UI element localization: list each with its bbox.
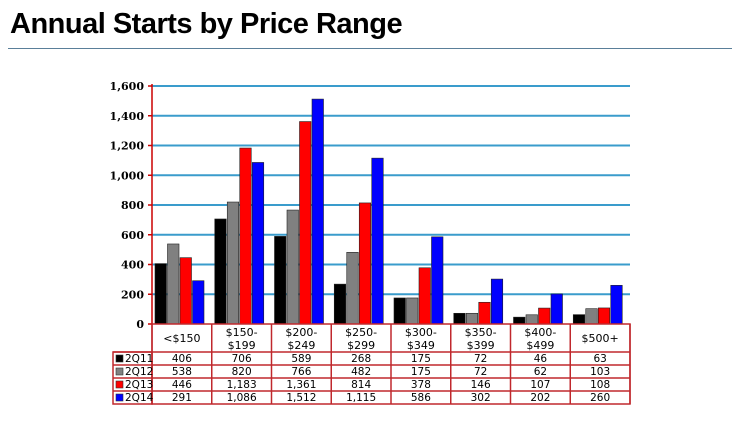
category-label: $399 [467,339,495,352]
bar-2q11-5 [453,312,466,325]
y-tick-label: 200 [121,288,144,301]
data-label: 103 [590,366,610,378]
bar-2q11-7 [572,314,586,325]
bar-2q12-7 [585,308,598,325]
bar-2q13-0 [179,257,192,325]
data-label: 63 [593,353,606,365]
bar-2q13-6 [538,307,551,325]
data-label: 1,086 [227,392,257,404]
data-label: 446 [172,379,192,391]
bar-2q11-2 [274,236,287,325]
data-label: 589 [291,353,311,365]
bar-2q12-2 [286,209,299,325]
y-tick-label: 1,200 [110,140,145,153]
data-label: 146 [471,379,491,391]
bar-2q13-1 [239,147,252,325]
category-label: <$150 [163,332,200,345]
bar-2q12-1 [226,201,240,325]
y-tick-label: 400 [121,259,144,272]
data-label: 406 [172,353,192,365]
bar-2q12-0 [167,243,180,325]
legend-swatch-2q13 [115,380,124,389]
legend-swatch-2q11 [115,354,124,363]
y-tick-label: 600 [121,229,144,242]
bar-2q14-7 [610,285,623,325]
data-label: 1,183 [227,379,257,391]
data-label: 482 [351,366,371,378]
bar-2q11-4 [393,297,406,325]
data-label: 72 [474,353,487,365]
bar-2q14-3 [371,157,384,325]
data-label: 814 [351,379,371,391]
bar-2q13-7 [597,307,611,325]
data-label: 586 [411,392,431,404]
bar-2q14-2 [311,98,324,325]
data-label: 62 [534,366,547,378]
bar-2q14-5 [490,278,504,325]
bar-2q14-6 [550,293,563,325]
bar-2q13-4 [418,267,431,325]
category-label: $350- [465,326,497,339]
category-label: $499 [526,339,554,352]
data-label: 108 [590,379,610,391]
y-tick-label: 800 [121,199,144,212]
data-label: 175 [411,366,431,378]
category-label: $400- [524,326,556,339]
bar-2q14-1 [251,162,265,325]
category-label: $200- [285,326,317,339]
data-label: 291 [172,392,192,404]
bar-2q14-0 [192,280,205,325]
bar-2q12-4 [406,297,419,325]
bar-2q13-3 [358,202,372,325]
bar-2q11-6 [513,316,526,325]
data-label: 766 [291,366,311,378]
data-label: 1,361 [286,379,316,391]
y-tick-label: 1,000 [110,169,145,182]
category-label: $250- [345,326,377,339]
bar-2q11-3 [333,283,347,325]
legend-label: 2Q13 [125,379,153,391]
data-label: 260 [590,392,610,404]
data-label: 107 [530,379,550,391]
bar-2q12-3 [346,252,359,325]
legend-swatch-2q12 [115,367,124,376]
data-label: 72 [474,366,487,378]
bar-2q14-4 [431,236,444,325]
data-label: 202 [530,392,550,404]
bar-2q13-2 [299,121,312,325]
category-label: $300- [405,326,437,339]
category-label: $150- [226,326,258,339]
bar-2q12-6 [525,314,538,325]
category-label: $249 [287,339,315,352]
bar-2q13-5 [478,301,491,325]
category-label: $299 [347,339,375,352]
category-label: $349 [407,339,435,352]
y-tick-label: 0 [136,318,144,331]
y-tick-label: 1,600 [110,80,145,93]
bar-2q11-1 [214,218,227,325]
data-label: 1,115 [346,392,376,404]
legend-label: 2Q12 [125,366,153,378]
data-label: 1,512 [286,392,316,404]
data-label: 268 [351,353,371,365]
bar-2q11-0 [154,263,167,325]
title-divider [8,48,732,49]
category-label: $500+ [582,332,619,345]
data-label: 46 [534,353,548,365]
page-title: Annual Starts by Price Range [10,8,403,40]
data-label: 302 [471,392,491,404]
legend-swatch-2q14 [115,393,124,402]
legend-label: 2Q14 [125,392,154,404]
data-label: 175 [411,353,431,365]
category-label: $199 [228,339,256,352]
data-label: 706 [232,353,252,365]
data-label: 820 [232,366,252,378]
legend-label: 2Q11 [125,353,153,365]
bar-2q12-5 [465,312,479,325]
data-label: 538 [172,366,192,378]
data-label: 378 [411,379,431,391]
y-tick-label: 1,400 [110,110,145,123]
